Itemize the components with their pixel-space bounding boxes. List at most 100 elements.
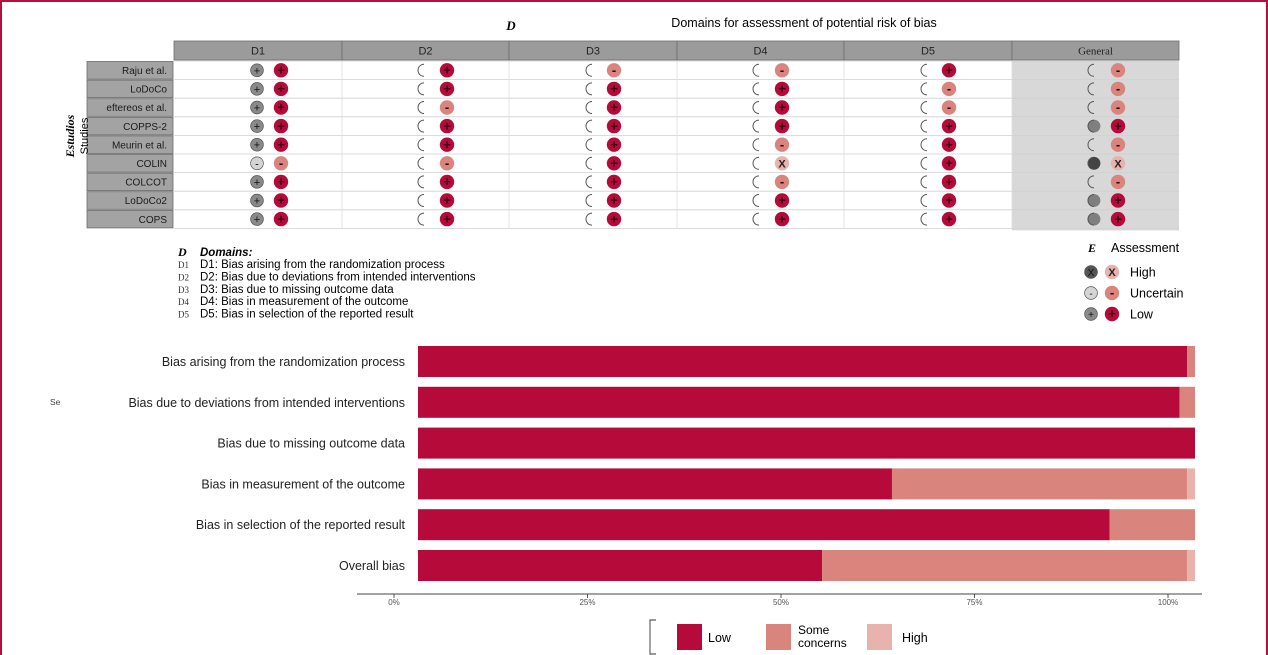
judgement-ghost-arc	[920, 212, 928, 226]
judgement-symbol: +	[610, 156, 618, 171]
judgement-dot	[606, 156, 622, 171]
judgement-ghost-arc	[920, 138, 928, 152]
judgement-dot	[606, 63, 622, 78]
judgement-symbol: -	[780, 137, 784, 152]
study-label-cell	[86, 135, 174, 154]
judgement-ghost	[250, 63, 264, 78]
study-label: COPPS-2	[123, 122, 167, 133]
judgement-symbol: +	[610, 81, 618, 96]
judgement-dot	[439, 156, 455, 171]
judgement-ghost-arc	[1087, 156, 1095, 170]
judgement-ghost	[250, 82, 264, 96]
study-label-cell	[86, 172, 174, 192]
judgement-dot	[273, 100, 289, 115]
domains-key-code: D3	[178, 285, 189, 295]
bar-segment-some-concerns	[1109, 509, 1195, 541]
column-header-label: D5	[921, 46, 935, 58]
y-axis-label-en: Studies	[79, 117, 91, 154]
traffic-light-plot: D Domains for assessment of potential ris…	[63, 16, 1184, 322]
judgement-dot	[606, 118, 622, 134]
legend-bracket	[649, 619, 656, 655]
judgement-dot	[774, 63, 790, 78]
judgement-dot	[606, 211, 622, 227]
judgement-ghost-symbol: +	[254, 214, 260, 226]
judgement-dot	[1110, 63, 1126, 78]
assessment-label: Low	[1130, 308, 1154, 322]
judgement-dot	[439, 137, 455, 152]
assessment-mark: -	[1110, 285, 1114, 300]
judgement-dot	[606, 81, 622, 97]
column-header-label: D4	[753, 46, 767, 58]
judgement-dot	[1110, 137, 1126, 152]
judgement-dot	[941, 137, 957, 152]
bar-segment-some-concerns	[1179, 386, 1195, 418]
judgement-dot	[439, 174, 455, 190]
judgement-dot	[439, 118, 455, 134]
judgement-ghost-arc	[585, 175, 593, 189]
category-label: Bias due to missing outcome data	[217, 437, 405, 451]
domains-key-item: D3: Bias due to missing outcome data	[200, 284, 394, 296]
judgement-symbol: -	[1116, 174, 1120, 189]
judgement-dot	[439, 63, 455, 78]
judgement-ghost-arc	[585, 82, 593, 96]
study-label-cell	[86, 61, 174, 80]
judgement-dot	[606, 174, 622, 190]
bar-segment-low	[418, 427, 1195, 459]
study-label-cell	[86, 154, 174, 173]
traffic-light-title-letter: D	[505, 18, 516, 33]
bar-segment-low	[418, 346, 1188, 377]
legend-swatch	[677, 624, 702, 650]
judgement-ghost-arc	[585, 138, 593, 152]
category-label: Overall bias	[339, 559, 405, 573]
study-label: Meurin et al.	[112, 140, 167, 151]
study-label: LoDoCo	[130, 85, 167, 96]
judgement-symbol: +	[610, 118, 618, 133]
assessment-label: Uncertain	[1130, 287, 1184, 301]
traffic-light-title: Domains for assessment of potential risk…	[671, 16, 936, 30]
judgement-ghost-symbol: -	[255, 158, 259, 170]
study-label: COLCOT	[125, 178, 167, 189]
judgement-ghost-arc	[1087, 63, 1095, 77]
study-label-cell	[86, 209, 174, 229]
judgement-ghost-arc	[585, 156, 593, 170]
judgement-symbol: +	[610, 137, 618, 152]
category-label: Bias in measurement of the outcome	[201, 477, 405, 491]
judgement-symbol: +	[277, 118, 285, 133]
domains-key-code: D4	[178, 297, 189, 307]
judgement-dot	[1110, 211, 1126, 227]
assessment-symbol	[1104, 285, 1120, 301]
judgement-ghost-arc	[920, 156, 928, 170]
judgement-symbol: +	[277, 100, 285, 115]
judgement-ghost-arc	[920, 63, 928, 77]
judgement-ghost	[1087, 156, 1101, 170]
judgement-ghost-arc	[1087, 119, 1095, 133]
judgement-ghost-arc	[417, 138, 425, 152]
side-label: Se	[50, 397, 61, 407]
study-label: eftereos et al.	[106, 103, 167, 114]
bar-segment-low	[418, 550, 823, 581]
judgement-dot	[439, 211, 455, 227]
judgement-dot	[273, 156, 289, 171]
judgement-ghost	[250, 175, 264, 189]
judgement-dot	[774, 174, 790, 190]
judgement-symbol: -	[780, 174, 784, 189]
judgement-symbol: +	[778, 211, 786, 226]
domains-key-code: D5	[178, 310, 189, 320]
domains-key-title: Domains:	[200, 247, 253, 259]
judgement-ghost-arc	[1087, 194, 1095, 207]
judgement-ghost-arc	[417, 82, 425, 96]
judgement-dot	[439, 100, 455, 115]
judgement-ghost-arc	[752, 119, 760, 133]
judgement-symbol: +	[945, 156, 953, 171]
judgement-ghost-arc	[585, 63, 593, 77]
judgement-symbol: +	[443, 193, 451, 208]
bar-segment-low	[418, 509, 1110, 541]
judgement-ghost	[250, 156, 264, 171]
judgement-symbol: +	[277, 211, 285, 226]
assessment-label: High	[1130, 266, 1156, 280]
legend-label: High	[902, 631, 928, 645]
domains-key-item: D4: Bias in measurement of the outcome	[200, 296, 408, 308]
judgement-symbol: +	[610, 211, 618, 226]
judgement-symbol: +	[443, 174, 451, 189]
